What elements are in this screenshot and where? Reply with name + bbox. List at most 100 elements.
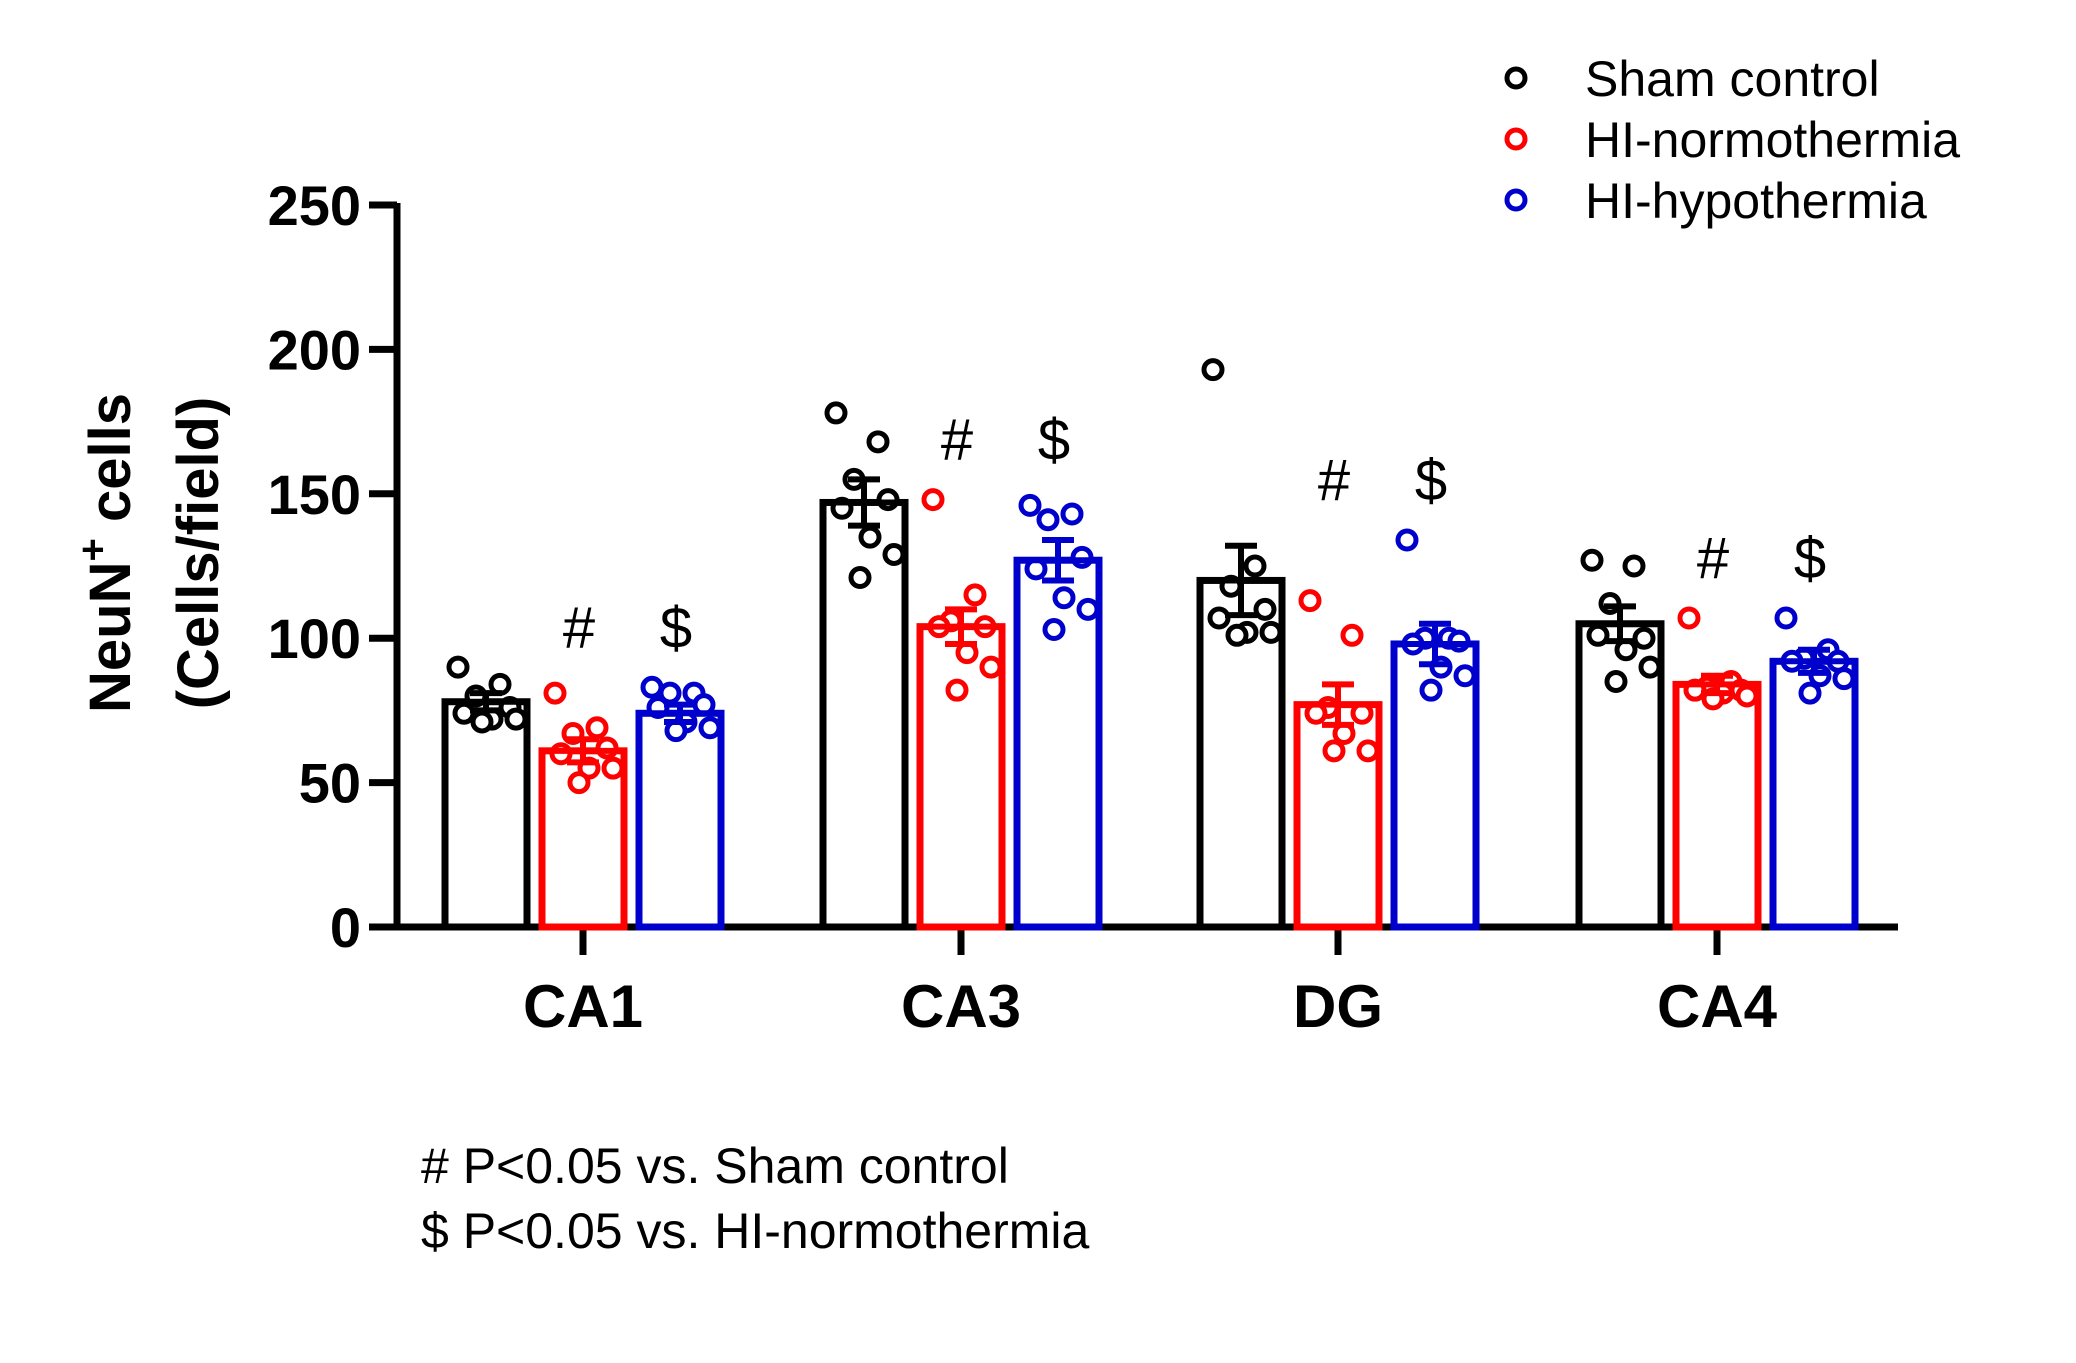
- data-point: [504, 707, 528, 731]
- data-point: [1036, 508, 1060, 532]
- footnotes: # P<0.05 vs. Sham control $ P<0.05 vs. HI…: [421, 1138, 1090, 1259]
- data-point: [585, 716, 609, 740]
- data-point: [824, 401, 848, 425]
- legend-label: Sham control: [1585, 51, 1880, 107]
- data-point: [858, 525, 882, 549]
- bar-ca1-2: [635, 709, 725, 931]
- data-point: [1298, 589, 1322, 613]
- significance-mark: #: [1697, 526, 1729, 591]
- data-point: [1322, 739, 1346, 763]
- significance-mark: $: [660, 595, 692, 660]
- y-axis-label-rest: cells: [78, 393, 143, 538]
- legend-marker: [1504, 127, 1528, 151]
- bar-ca3-0: [819, 498, 909, 931]
- data-point: [979, 655, 1003, 679]
- data-point: [543, 681, 567, 705]
- error-bar: [920, 606, 1002, 647]
- error-bar: [1297, 681, 1379, 728]
- error-bar: [1579, 603, 1661, 645]
- bar-ca1-0: [441, 698, 531, 931]
- data-point: [1243, 554, 1267, 578]
- data-point: [1356, 739, 1380, 763]
- data-point: [1042, 618, 1066, 642]
- data-point: [1225, 623, 1249, 647]
- data-point: [1677, 606, 1701, 630]
- error-bar: [639, 701, 721, 725]
- bar-ca4-1: [1672, 680, 1762, 931]
- data-point: [1632, 626, 1656, 650]
- data-point: [882, 542, 906, 566]
- error-bar: [1200, 542, 1282, 619]
- data-point: [1453, 664, 1477, 688]
- x-tick-label-ca1: CA1: [523, 973, 643, 1040]
- significance-mark: $: [1038, 408, 1070, 473]
- legend-label: HI-normothermia: [1585, 112, 1960, 168]
- legend-marker: [1504, 188, 1528, 212]
- data-point: [1580, 548, 1604, 572]
- data-point: [640, 675, 664, 699]
- data-point: [1395, 528, 1419, 552]
- data-point: [1604, 670, 1628, 694]
- y-axis-label-superscript: +: [71, 538, 115, 561]
- data-point: [1076, 597, 1100, 621]
- data-point: [1259, 620, 1283, 644]
- error-bar: [1017, 537, 1099, 584]
- significance-mark: $: [1794, 526, 1826, 591]
- error-bar: [445, 690, 527, 714]
- data-point: [1832, 667, 1856, 691]
- footnote-2: $ P<0.05 vs. HI-normothermia: [421, 1203, 1090, 1259]
- axes: 0 50 100 150 200 250 CA1 CA3 DG CA4: [268, 174, 1898, 1040]
- data-point: [1052, 586, 1076, 610]
- error-bar: [542, 736, 624, 766]
- data-point: [698, 716, 722, 740]
- y-tick-label: 50: [299, 752, 361, 815]
- data-point: [601, 756, 625, 780]
- data-point: [1201, 358, 1225, 382]
- data-point: [963, 583, 987, 607]
- x-tick-label-ca4: CA4: [1657, 973, 1778, 1040]
- y-tick-label: 0: [330, 896, 361, 959]
- legend-marker: [1504, 66, 1528, 90]
- y-tick-label: 150: [268, 463, 361, 526]
- data-point: [1060, 502, 1084, 526]
- y-axis-label-line1: NeuN+ cells: [71, 393, 143, 713]
- legend-label: HI-hypothermia: [1585, 173, 1927, 229]
- error-bar: [1773, 646, 1855, 676]
- error-bar: [1676, 672, 1758, 697]
- data-point: [567, 771, 591, 795]
- data-point: [1638, 655, 1662, 679]
- legend: Sham controlHI-normothermiaHI-hypothermi…: [1504, 51, 1960, 229]
- significance-mark: #: [941, 408, 973, 473]
- significance-mark: $: [1415, 448, 1447, 513]
- data-point: [921, 488, 945, 512]
- data-point: [1735, 684, 1759, 708]
- error-bar: [1394, 620, 1476, 668]
- data-points: [446, 358, 1856, 795]
- data-point: [1774, 606, 1798, 630]
- y-axis-label-main: NeuN: [78, 562, 143, 713]
- significance-mark: #: [1318, 448, 1350, 513]
- footnote-1: # P<0.05 vs. Sham control: [421, 1138, 1009, 1194]
- data-point: [1018, 493, 1042, 517]
- x-tick-label-ca3: CA3: [901, 973, 1021, 1040]
- error-bar: [823, 476, 905, 529]
- data-point: [1419, 678, 1443, 702]
- significance-mark: #: [563, 595, 595, 660]
- y-axis-label-line2: (Cells/field): [166, 397, 231, 710]
- y-tick-label: 250: [268, 174, 361, 237]
- data-point: [1253, 597, 1277, 621]
- y-tick-label: 100: [268, 607, 361, 670]
- x-tick-label-dg: DG: [1293, 973, 1383, 1040]
- error-bars: [445, 476, 1855, 766]
- significance-annotations: # $ # $ # $ # $: [563, 408, 1826, 661]
- data-point: [945, 678, 969, 702]
- data-point: [1340, 623, 1364, 647]
- data-point: [1798, 681, 1822, 705]
- data-point: [1622, 554, 1646, 578]
- data-point: [470, 710, 494, 734]
- data-point: [446, 655, 470, 679]
- y-tick-label: 200: [268, 318, 361, 381]
- data-point: [848, 566, 872, 590]
